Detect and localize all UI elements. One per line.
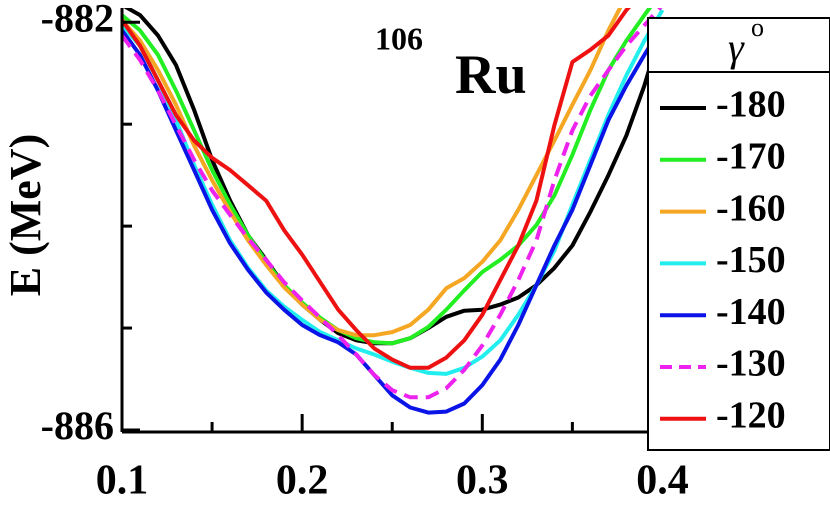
legend-label: -160 (716, 187, 786, 229)
plot-area (122, 8, 665, 415)
y-tick-label: -882 (41, 0, 114, 40)
legend-title-superscript: o (751, 13, 764, 42)
legend-box (647, 17, 830, 451)
legend-label: -140 (716, 291, 786, 333)
x-tick-label: 0.2 (276, 458, 329, 504)
series-line (122, 8, 632, 370)
chart-title: Ru (455, 44, 527, 106)
legend-label: -150 (716, 239, 786, 281)
x-tick-label: 0.1 (96, 458, 149, 504)
chart-title-superscript: 106 (375, 20, 423, 56)
series-line (122, 24, 665, 415)
legend-label: -120 (716, 395, 786, 437)
legend-label: -180 (716, 84, 786, 126)
legend-label: -130 (716, 343, 786, 385)
y-axis-label: E (MeV) (1, 134, 50, 297)
series-line (122, 8, 653, 346)
series-line (122, 8, 663, 400)
legend-title: γ (728, 25, 745, 70)
series-line (122, 8, 623, 338)
y-tick-label: -886 (41, 403, 114, 448)
legend-label: -170 (716, 136, 786, 178)
x-tick-label: 0.4 (636, 458, 689, 504)
x-tick-label: 0.3 (456, 458, 509, 504)
